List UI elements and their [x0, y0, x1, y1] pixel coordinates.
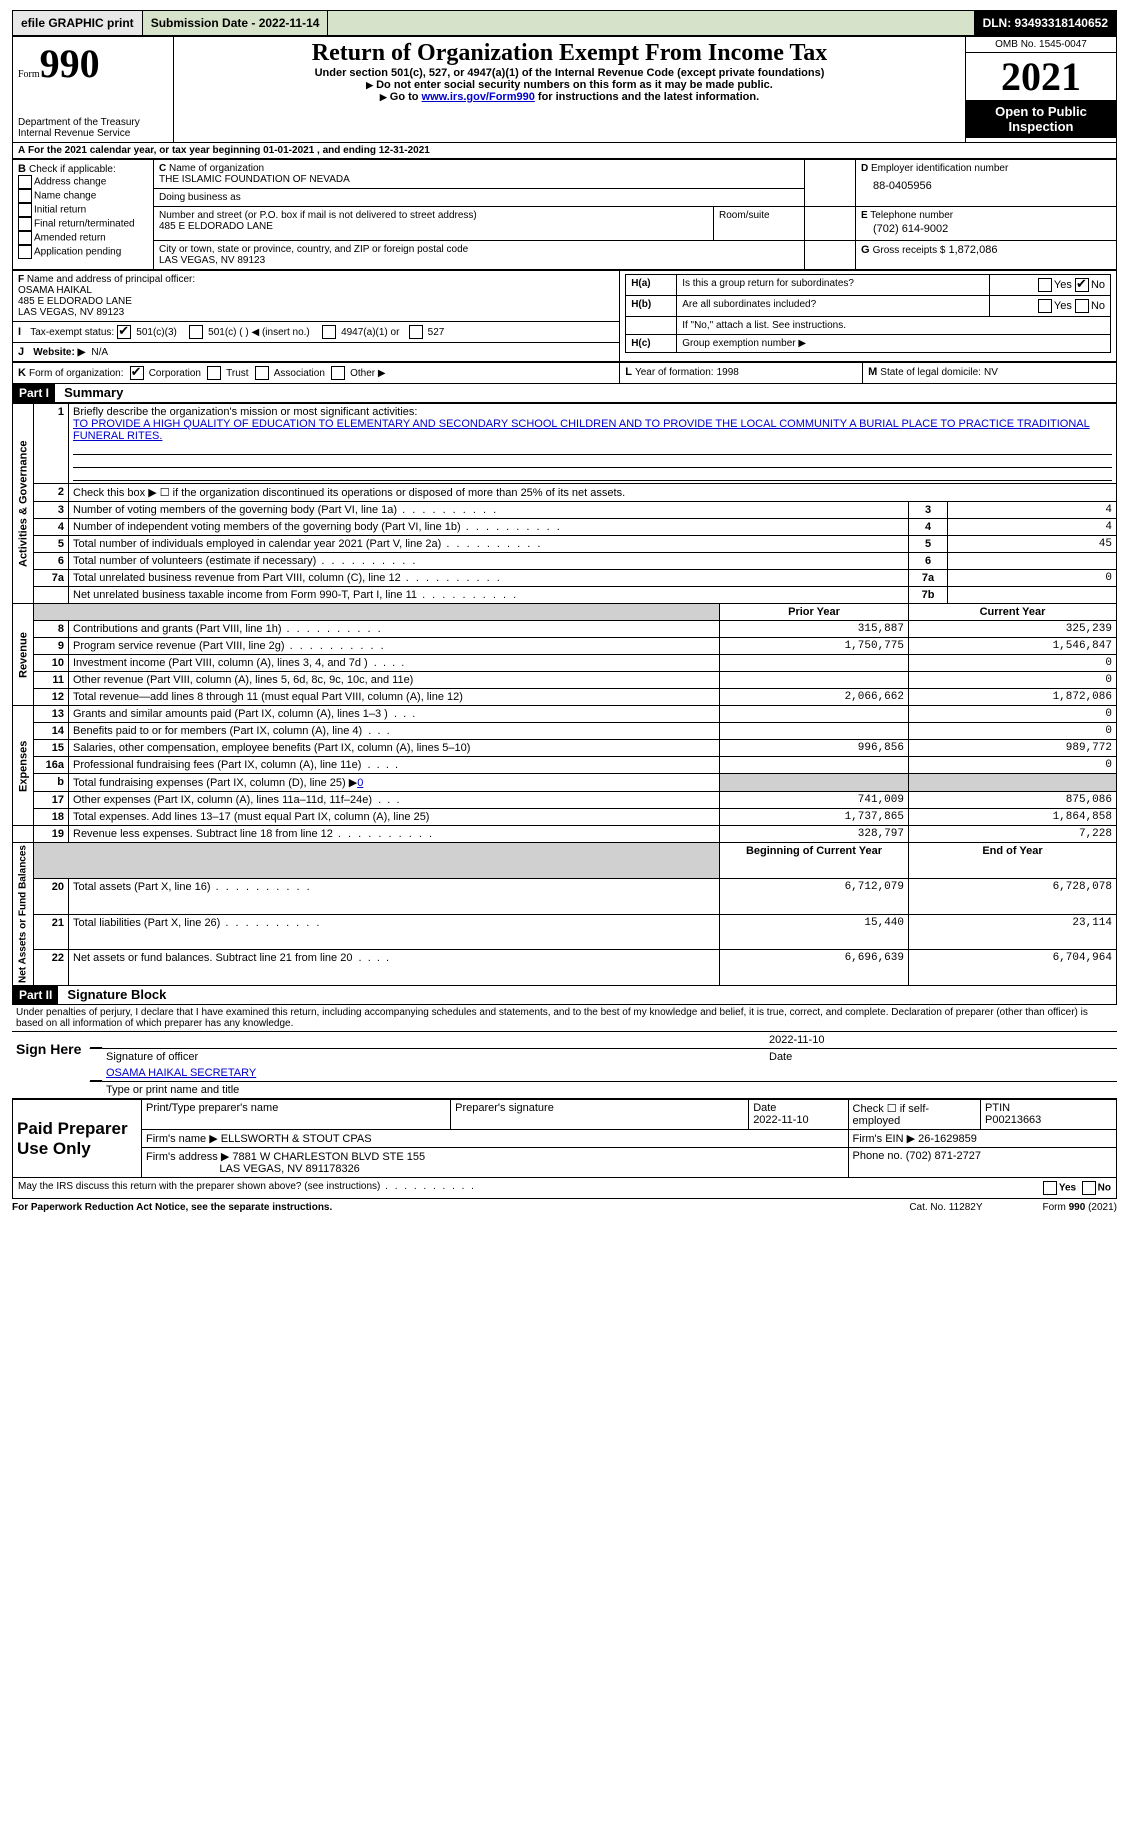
section-c-dba: Doing business as	[154, 189, 805, 207]
irs: Internal Revenue Service	[18, 128, 168, 139]
check-pending[interactable]	[18, 245, 32, 259]
check-4947[interactable]	[322, 325, 336, 339]
section-m: M State of legal domicile: NV	[863, 363, 1117, 384]
section-f: F Name and address of principal officer:…	[13, 271, 620, 322]
section-j: J Website: ▶ N/A	[13, 343, 620, 362]
check-corp[interactable]	[130, 366, 144, 380]
check-527[interactable]	[409, 325, 423, 339]
header-block: Form990 Department of the Treasury Inter…	[12, 36, 1117, 143]
efile-print-button[interactable]: efile GRAPHIC print	[13, 11, 143, 35]
note-ssn: Do not enter social security numbers on …	[179, 79, 960, 91]
part2-title: Signature Block	[61, 987, 166, 1002]
part1-title: Summary	[58, 385, 123, 400]
expenses-label: Expenses	[13, 706, 34, 826]
revenue-label: Revenue	[13, 604, 34, 706]
check-other[interactable]	[331, 366, 345, 380]
hb-no[interactable]	[1075, 299, 1089, 313]
line-a: A For the 2021 calendar year, or tax yea…	[12, 143, 1117, 159]
check-address[interactable]	[18, 175, 32, 189]
section-e: E Telephone number (702) 614-9002	[856, 207, 1117, 241]
part1-label: Part I	[13, 384, 55, 402]
omb: OMB No. 1545-0047	[966, 37, 1116, 53]
check-trust[interactable]	[207, 366, 221, 380]
check-initial[interactable]	[18, 203, 32, 217]
sign-here-block: Sign Here 2022-11-10 Signature of office…	[12, 1032, 1117, 1099]
submission-date: Submission Date - 2022-11-14	[143, 11, 329, 35]
hb-yes[interactable]	[1038, 299, 1052, 313]
dln: DLN: 93493318140652	[974, 11, 1116, 35]
footer: For Paperwork Reduction Act Notice, see …	[12, 1199, 1117, 1216]
discuss-yes[interactable]	[1043, 1181, 1057, 1195]
check-501c3[interactable]	[117, 325, 131, 339]
check-final[interactable]	[18, 217, 32, 231]
check-amended[interactable]	[18, 231, 32, 245]
note-link: Go to www.irs.gov/Form990 for instructio…	[179, 91, 960, 103]
section-c-name: C Name of organization THE ISLAMIC FOUND…	[154, 160, 805, 189]
part1-table: Activities & Governance 1 Briefly descri…	[12, 403, 1117, 986]
section-c-city: City or town, state or province, country…	[154, 241, 805, 270]
section-h: H(a)Is this a group return for subordina…	[620, 271, 1117, 362]
section-g: G Gross receipts $ 1,872,086	[856, 241, 1117, 270]
open-inspection: Open to Public Inspection	[966, 100, 1116, 138]
topbar: efile GRAPHIC print Submission Date - 20…	[12, 10, 1117, 36]
form-title: Return of Organization Exempt From Incom…	[179, 40, 960, 67]
paid-preparer-block: Paid Preparer Use Only Print/Type prepar…	[12, 1099, 1117, 1178]
check-name[interactable]	[18, 189, 32, 203]
discuss-no[interactable]	[1082, 1181, 1096, 1195]
ha-no[interactable]	[1075, 278, 1089, 292]
mission-text: TO PROVIDE A HIGH QUALITY OF EDUCATION T…	[73, 418, 1090, 442]
discuss-row: May the IRS discuss this return with the…	[12, 1178, 1117, 1199]
part2-label: Part II	[13, 986, 58, 1004]
dept: Department of the Treasury	[18, 117, 168, 128]
section-d: D Employer identification number 88-0405…	[856, 160, 1117, 207]
declaration: Under penalties of perjury, I declare th…	[12, 1005, 1117, 1032]
section-c-street: Number and street (or P.O. box if mail i…	[154, 207, 714, 241]
activities-label: Activities & Governance	[13, 404, 34, 604]
ha-yes[interactable]	[1038, 278, 1052, 292]
section-b: B Check if applicable: Address change Na…	[13, 160, 154, 270]
section-i: I Tax-exempt status: 501(c)(3) 501(c) ( …	[13, 322, 620, 343]
section-k: K Form of organization: Corporation Trus…	[13, 363, 620, 384]
tax-year: 2021	[966, 53, 1116, 100]
form-label: Form990	[18, 68, 100, 80]
form-subtitle: Under section 501(c), 527, or 4947(a)(1)…	[179, 67, 960, 79]
irs-link[interactable]: www.irs.gov/Form990	[422, 91, 535, 103]
check-assoc[interactable]	[255, 366, 269, 380]
check-501c[interactable]	[189, 325, 203, 339]
section-l: L Year of formation: 1998	[620, 363, 863, 384]
netassets-label: Net Assets or Fund Balances	[13, 843, 34, 986]
room-suite: Room/suite	[714, 207, 805, 241]
